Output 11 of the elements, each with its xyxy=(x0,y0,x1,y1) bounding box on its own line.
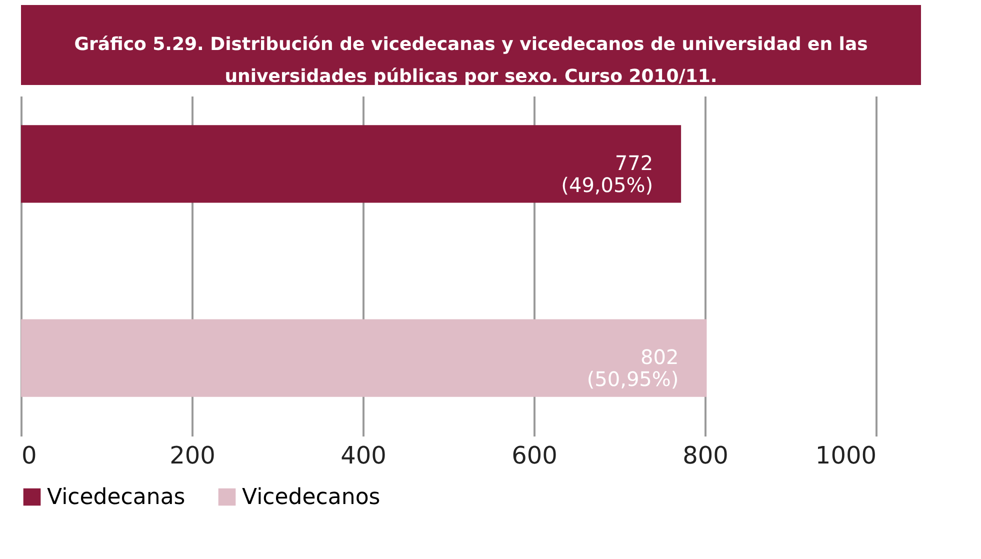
x-tick-label: 800 xyxy=(682,442,728,470)
x-tick-label: 600 xyxy=(512,442,558,470)
x-tick-label: 200 xyxy=(170,442,216,470)
chart-title: Gráfico 5.29. Distribución de vicedecanas y vicedecanos de universidad en las universidades públicas por sexo. Curso 2010/11. xyxy=(74,34,868,87)
data-label: 802 (50,95%) xyxy=(586,345,679,392)
data-label: 772 (49,05%) xyxy=(561,150,654,197)
x-tick-label: 400 xyxy=(340,442,386,470)
x-tick-label: 1000 xyxy=(815,442,876,470)
legend-label: Vicedecanos xyxy=(242,485,380,510)
legend-label: Vicedecanas xyxy=(47,485,186,510)
x-tick-label: 0 xyxy=(22,442,37,470)
